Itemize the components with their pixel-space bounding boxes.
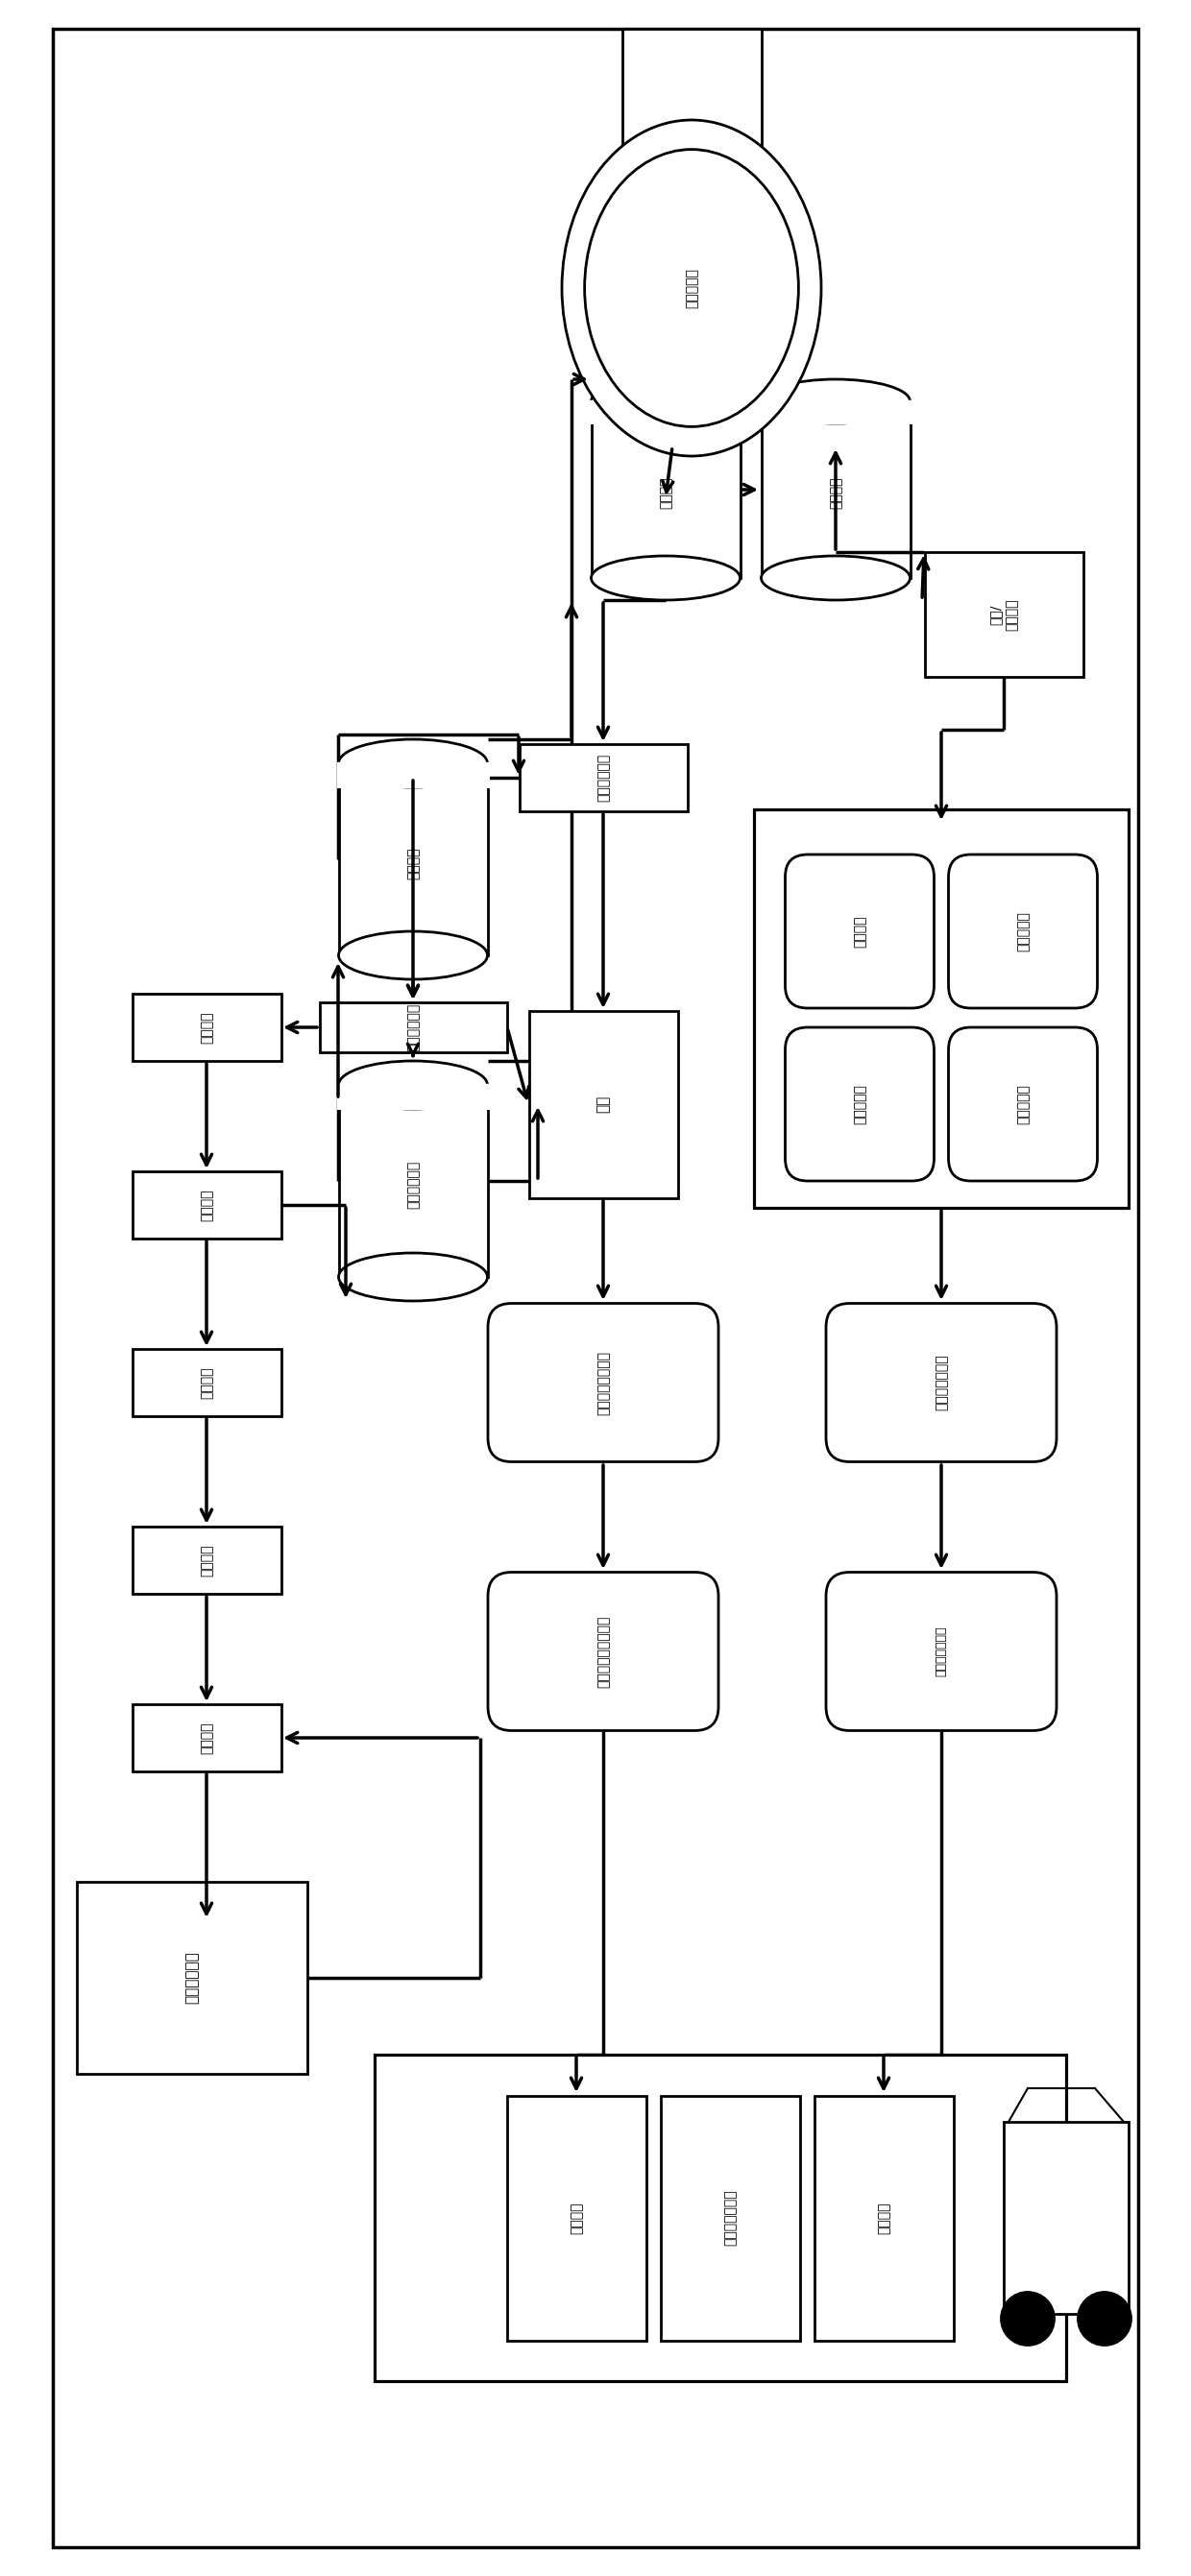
Text: 匹配选生成: 匹配选生成 [685, 268, 698, 309]
FancyBboxPatch shape [319, 1002, 506, 1051]
Text: 在线高精度地图: 在线高精度地图 [935, 1625, 948, 1677]
Text: 感知计算: 感知计算 [569, 2202, 584, 2233]
Text: 实时动态信息服务: 实时动态信息服务 [597, 1350, 610, 1414]
FancyBboxPatch shape [760, 399, 912, 425]
Ellipse shape [591, 556, 740, 600]
FancyBboxPatch shape [132, 994, 281, 1061]
FancyBboxPatch shape [488, 1571, 718, 1731]
Ellipse shape [338, 739, 487, 788]
Ellipse shape [338, 1061, 487, 1108]
FancyBboxPatch shape [337, 762, 490, 788]
FancyBboxPatch shape [590, 399, 742, 425]
Text: 数据编码: 数据编码 [200, 1190, 213, 1221]
FancyBboxPatch shape [77, 1883, 307, 2074]
Ellipse shape [562, 121, 822, 456]
Ellipse shape [591, 379, 740, 422]
Ellipse shape [1002, 2293, 1054, 2344]
Ellipse shape [338, 933, 487, 979]
Text: 客制化发布: 客制化发布 [1016, 912, 1030, 951]
Text: 动态差分信息: 动态差分信息 [597, 755, 610, 801]
Ellipse shape [761, 379, 910, 422]
FancyBboxPatch shape [948, 855, 1097, 1007]
FancyBboxPatch shape [132, 1350, 281, 1417]
Text: 基础数据: 基础数据 [659, 477, 673, 510]
Text: 附加数据: 附加数据 [829, 477, 842, 510]
FancyBboxPatch shape [337, 1084, 490, 1110]
FancyBboxPatch shape [785, 855, 934, 1007]
Text: 决策控制: 决策控制 [877, 2202, 891, 2233]
Ellipse shape [1078, 2293, 1131, 2344]
Text: 发布: 发布 [596, 1095, 610, 1113]
Text: 智能清洗: 智能清洗 [200, 1543, 213, 1577]
Text: 位置参考: 位置参考 [200, 1012, 213, 1043]
Ellipse shape [761, 556, 910, 600]
Text: 基础数据: 基础数据 [406, 848, 419, 878]
Text: 信息汇聚: 信息汇聚 [200, 1721, 213, 1754]
Text: 高精度地图引导: 高精度地图引导 [723, 2190, 737, 2246]
FancyBboxPatch shape [827, 1303, 1056, 1461]
Text: 全量式发布: 全量式发布 [853, 1084, 866, 1123]
Text: 融合连接计算: 融合连接计算 [406, 1002, 419, 1051]
FancyBboxPatch shape [375, 2056, 1066, 2380]
FancyBboxPatch shape [132, 1705, 281, 1772]
Text: 实时发布: 实时发布 [853, 914, 866, 948]
FancyBboxPatch shape [132, 1528, 281, 1595]
FancyBboxPatch shape [488, 1303, 718, 1461]
Text: 动态交通信息: 动态交通信息 [185, 1953, 199, 2004]
FancyBboxPatch shape [1004, 2123, 1129, 2313]
FancyBboxPatch shape [813, 2094, 953, 2339]
Text: 编译/
增量编译: 编译/ 增量编译 [989, 598, 1018, 631]
FancyBboxPatch shape [924, 551, 1083, 677]
Text: 增量式发布: 增量式发布 [1016, 1084, 1030, 1123]
FancyBboxPatch shape [785, 1028, 934, 1180]
Text: 在线高精度动态地图: 在线高精度动态地图 [597, 1615, 610, 1687]
FancyBboxPatch shape [529, 1010, 678, 1198]
Ellipse shape [585, 149, 798, 428]
FancyBboxPatch shape [506, 2094, 646, 2339]
FancyBboxPatch shape [52, 28, 1139, 2548]
Text: 动态信息数据: 动态信息数据 [406, 1162, 419, 1208]
FancyBboxPatch shape [132, 1172, 281, 1239]
FancyBboxPatch shape [948, 1028, 1097, 1180]
FancyBboxPatch shape [754, 809, 1129, 1208]
FancyBboxPatch shape [519, 744, 687, 811]
FancyBboxPatch shape [660, 2094, 799, 2339]
Ellipse shape [338, 1252, 487, 1301]
FancyBboxPatch shape [827, 1571, 1056, 1731]
FancyBboxPatch shape [622, 28, 761, 307]
Text: 聚合分类: 聚合分类 [200, 1365, 213, 1399]
Text: 在线高精度地图: 在线高精度地图 [935, 1355, 948, 1412]
